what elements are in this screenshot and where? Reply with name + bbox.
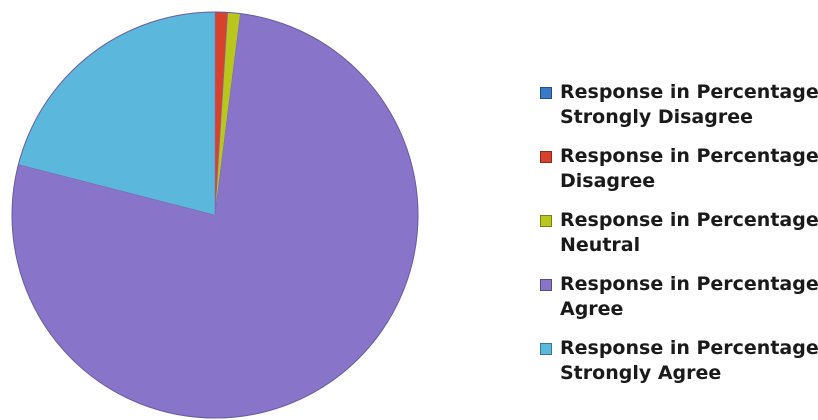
legend-item-neutral: Response in Percentage Neutral (540, 208, 818, 258)
pie-outline (11, 11, 419, 419)
legend-swatch-strongly-agree (540, 343, 552, 355)
legend-swatch-disagree (540, 151, 552, 163)
legend-item-strongly-disagree: Response in Percentage Strongly Disagree (540, 80, 818, 130)
legend-label: Strongly Agree (560, 362, 722, 384)
legend-label: Disagree (560, 170, 656, 192)
legend-swatch-neutral (540, 215, 552, 227)
legend-item-agree: Response in Percentage Agree (540, 272, 818, 322)
legend-prefix: Response in Percentage (560, 273, 818, 295)
legend-label: Neutral (560, 234, 641, 256)
legend-label: Agree (560, 298, 624, 320)
legend-swatch-agree (540, 279, 552, 291)
legend-label: Strongly Disagree (560, 106, 753, 128)
legend: Response in Percentage Strongly Disagree… (540, 80, 818, 400)
legend-item-strongly-agree: Response in Percentage Strongly Agree (540, 336, 818, 386)
legend-prefix: Response in Percentage (560, 81, 818, 103)
legend-prefix: Response in Percentage (560, 337, 818, 359)
legend-prefix: Response in Percentage (560, 145, 818, 167)
legend-item-disagree: Response in Percentage Disagree (540, 144, 818, 194)
legend-prefix: Response in Percentage (560, 209, 818, 231)
legend-swatch-strongly-disagree (540, 87, 552, 99)
